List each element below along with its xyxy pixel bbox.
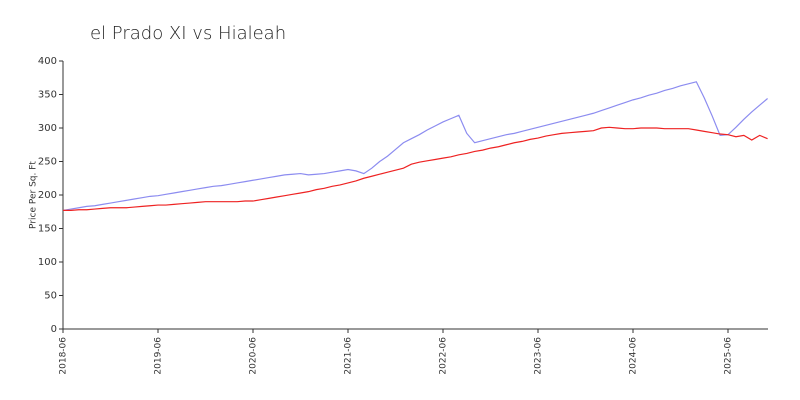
x-tick-label: 2025-06 [724,337,734,375]
y-tick-label: 400 [38,56,57,67]
y-axis-label: Price Per Sq. Ft [29,161,39,229]
x-tick-label: 2020-06 [249,337,259,375]
chart-title: el Prado XI vs Hialeah [90,23,286,44]
y-tick-label: 100 [38,257,57,268]
y-tick-label: 200 [38,190,57,201]
series-line [63,126,768,212]
series-line [62,81,768,212]
y-tick-label: 150 [38,224,57,235]
y-tick-label: 300 [38,123,57,134]
x-tick-label: 2019-06 [154,337,164,375]
x-tick-label: 2018-06 [59,337,69,375]
y-tick-label: 250 [38,157,57,168]
x-tick-label: 2021-06 [344,337,354,375]
x-tick-label: 2024-06 [629,337,639,375]
x-tick-label: 2023-06 [534,337,544,375]
y-tick-label: 350 [38,90,57,101]
x-tick-label: 2022-06 [439,337,449,375]
y-tick-label: 0 [51,324,57,335]
y-tick-label: 50 [44,291,57,302]
